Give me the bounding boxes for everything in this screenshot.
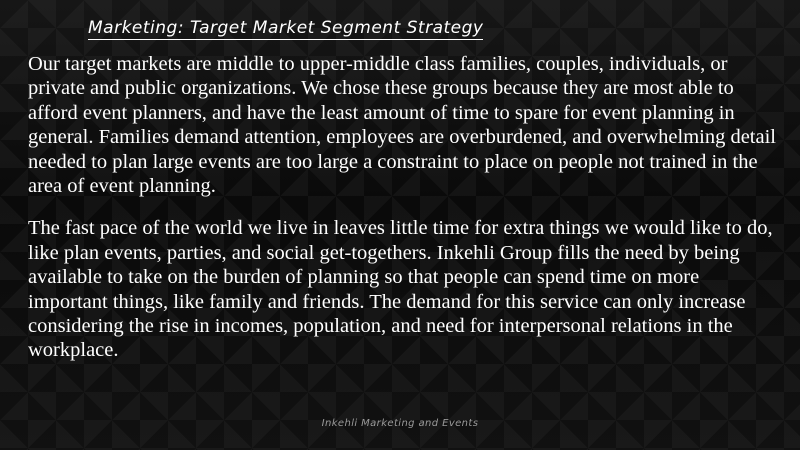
slide-body: Our target markets are middle to upper-m… (28, 52, 778, 381)
slide-title: Marketing: Target Market Segment Strateg… (88, 18, 484, 41)
slide-footer: Inkehli Marketing and Events (321, 418, 479, 429)
body-paragraph-1: Our target markets are middle to upper-m… (28, 53, 776, 198)
body-paragraph-2: The fast pace of the world we live in le… (28, 217, 773, 362)
